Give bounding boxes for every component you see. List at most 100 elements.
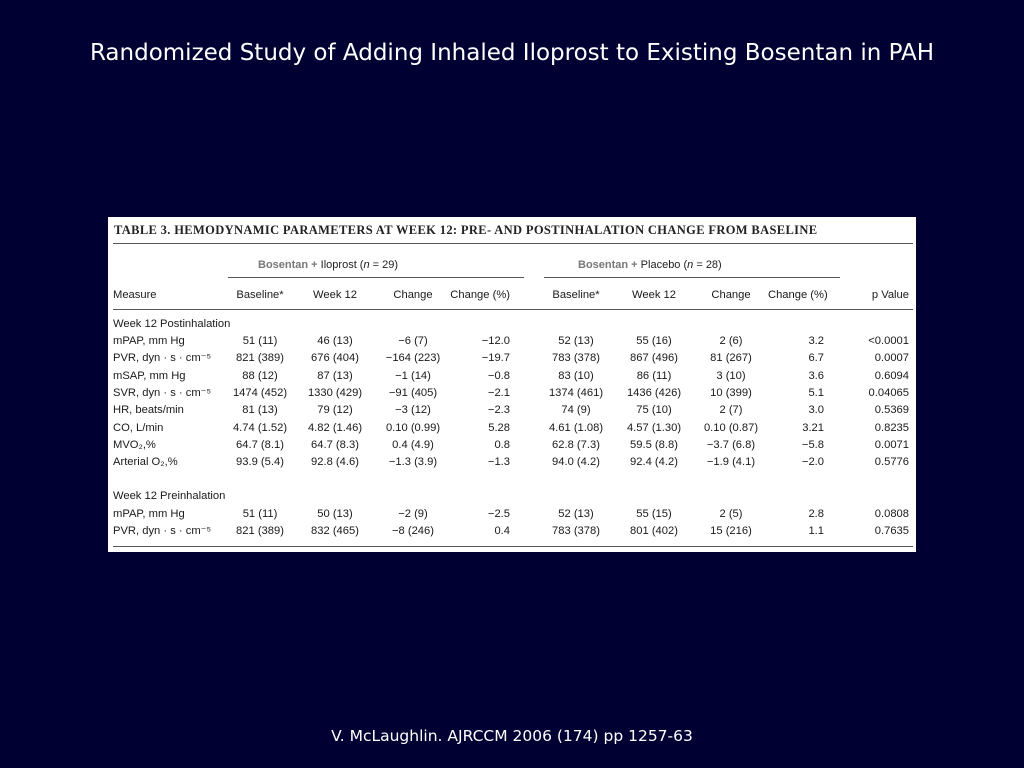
cell-change-pct: 5.1	[808, 386, 824, 399]
header-baseline: Baseline*	[552, 289, 600, 301]
cell-change-pct: 5.28	[488, 421, 510, 434]
cell-change-pct: 0.8	[494, 438, 510, 451]
cell-p-value: 0.0808	[874, 508, 909, 520]
cell-baseline: 821 (389)	[236, 352, 284, 365]
cell-week12: 92.4 (4.2)	[630, 456, 678, 469]
cell-baseline: 83 (10)	[558, 369, 594, 382]
cell-baseline: 62.8 (7.3)	[552, 438, 600, 451]
header-rule	[113, 309, 913, 310]
cell-change: −91 (405)	[388, 386, 438, 399]
cell-baseline: 4.74 (1.52)	[232, 421, 288, 434]
cell-baseline: 51 (11)	[242, 335, 278, 347]
cell-change-pct: 1.1	[808, 525, 824, 538]
cell-change: 3 (10)	[716, 369, 746, 382]
cell-week12: 64.7 (8.3)	[311, 438, 359, 451]
cell-week12: 832 (465)	[311, 525, 359, 538]
cell-measure: mPAP, mm Hg	[113, 508, 185, 520]
cell-baseline: 94.0 (4.2)	[552, 456, 600, 469]
cell-change-pct: 3.21	[802, 421, 824, 434]
header-week12: Week 12	[313, 289, 357, 301]
cell-baseline: 93.9 (5.4)	[236, 456, 284, 469]
cell-change: −3.7 (6.8)	[706, 438, 756, 451]
cell-baseline: 821 (389)	[236, 525, 284, 538]
header-change: Change	[393, 289, 433, 301]
cell-baseline: 4.61 (1.08)	[548, 421, 604, 434]
cell-change-pct: 2.8	[808, 508, 824, 520]
cell-p-value: 0.6094	[874, 369, 909, 382]
cell-baseline: 783 (378)	[552, 352, 600, 365]
cell-p-value: 0.0071	[874, 438, 909, 451]
cell-change: 2 (6)	[719, 335, 743, 347]
cell-measure: PVR, dyn · s · cm⁻⁵	[113, 525, 212, 538]
cell-change-pct: −12.0	[481, 335, 510, 347]
cell-change-pct: 3.0	[808, 404, 824, 417]
cell-measure: CO, L/min	[113, 421, 164, 434]
slide-title: Randomized Study of Adding Inhaled Ilopr…	[89, 40, 935, 66]
cell-change-pct: −2.1	[487, 386, 510, 399]
cell-change-pct: −5.8	[801, 438, 824, 451]
cell-change-pct: −2.3	[487, 404, 510, 417]
header-change-pct: Change (%)	[768, 289, 828, 301]
cell-change: −2 (9)	[398, 508, 428, 520]
cell-change: 2 (5)	[719, 508, 743, 520]
cell-measure: mSAP, mm Hg	[113, 369, 186, 382]
cell-change-pct: 3.2	[808, 335, 824, 347]
cell-week12: 1436 (426)	[626, 386, 682, 399]
cell-change-pct: −1.3	[487, 456, 510, 469]
cell-p-value: 0.0007	[874, 352, 909, 365]
cell-change: 0.10 (0.99)	[385, 421, 441, 434]
cell-p-value: 0.5776	[874, 456, 909, 469]
cell-baseline: 1474 (452)	[232, 386, 288, 399]
header-week12: Week 12	[632, 289, 676, 301]
cell-measure: PVR, dyn · s · cm⁻⁵	[113, 352, 212, 365]
top-rule	[113, 243, 913, 244]
cell-week12: 50 (13)	[317, 508, 353, 520]
cell-change: −1 (14)	[395, 369, 431, 382]
cell-change-pct: −2.5	[487, 508, 510, 520]
cell-p-value: 0.04065	[868, 386, 909, 399]
cell-change: 0.10 (0.87)	[703, 421, 759, 434]
cell-change: −164 (223)	[385, 352, 441, 365]
cell-change-pct: −19.7	[481, 352, 510, 365]
section-title-postinhalation: Week 12 Postinhalation	[113, 318, 231, 330]
cell-p-value: <0.0001	[868, 335, 909, 347]
header-measure: Measure	[113, 289, 157, 301]
cell-change-pct: −2.0	[801, 456, 824, 469]
cell-change: −3 (12)	[395, 404, 431, 417]
section-title-preinhalation: Week 12 Preinhalation	[113, 490, 226, 502]
cell-change: −8 (246)	[392, 525, 434, 538]
cell-change-pct: 0.4	[494, 525, 510, 538]
cell-baseline: 52 (13)	[558, 335, 594, 347]
cell-week12: 59.5 (8.8)	[630, 438, 678, 451]
cell-baseline: 64.7 (8.1)	[236, 438, 284, 451]
cell-change-pct: 3.6	[808, 369, 824, 382]
cell-change: 15 (216)	[710, 525, 752, 538]
cell-change-pct: 6.7	[808, 352, 824, 365]
cell-week12: 55 (16)	[636, 335, 672, 347]
cell-week12: 46 (13)	[317, 335, 353, 347]
group-label-iloprost: Bosentan + Iloprost (n = 29)	[258, 259, 399, 271]
cell-baseline: 783 (378)	[552, 525, 600, 538]
cell-week12: 75 (10)	[636, 404, 672, 417]
cell-week12: 4.82 (1.46)	[307, 421, 363, 434]
hemodynamic-table: TABLE 3. HEMODYNAMIC PARAMETERS AT WEEK …	[108, 217, 916, 552]
cell-measure: mPAP, mm Hg	[113, 335, 185, 347]
cell-baseline: 81 (13)	[242, 404, 278, 417]
cell-change: 0.4 (4.9)	[392, 438, 434, 451]
cell-baseline: 51 (11)	[242, 508, 278, 520]
cell-baseline: 74 (9)	[561, 404, 591, 417]
cell-change: −1.3 (3.9)	[388, 456, 438, 469]
cell-baseline: 52 (13)	[558, 508, 594, 520]
cell-week12: 4.57 (1.30)	[626, 421, 682, 434]
cell-week12: 676 (404)	[311, 352, 359, 365]
cell-change: 10 (399)	[710, 386, 752, 399]
cell-measure: HR, beats/min	[113, 404, 184, 417]
cell-p-value: 0.7635	[874, 525, 909, 538]
cell-week12: 92.8 (4.6)	[311, 456, 359, 469]
cell-week12: 801 (402)	[630, 525, 678, 538]
header-baseline: Baseline*	[236, 289, 284, 301]
citation: V. McLaughlin. AJRCCM 2006 (174) pp 1257…	[331, 727, 693, 745]
cell-measure: SVR, dyn · s · cm⁻⁵	[113, 386, 212, 399]
header-change-pct: Change (%)	[450, 289, 510, 301]
table-caption: TABLE 3. HEMODYNAMIC PARAMETERS AT WEEK …	[114, 223, 818, 237]
